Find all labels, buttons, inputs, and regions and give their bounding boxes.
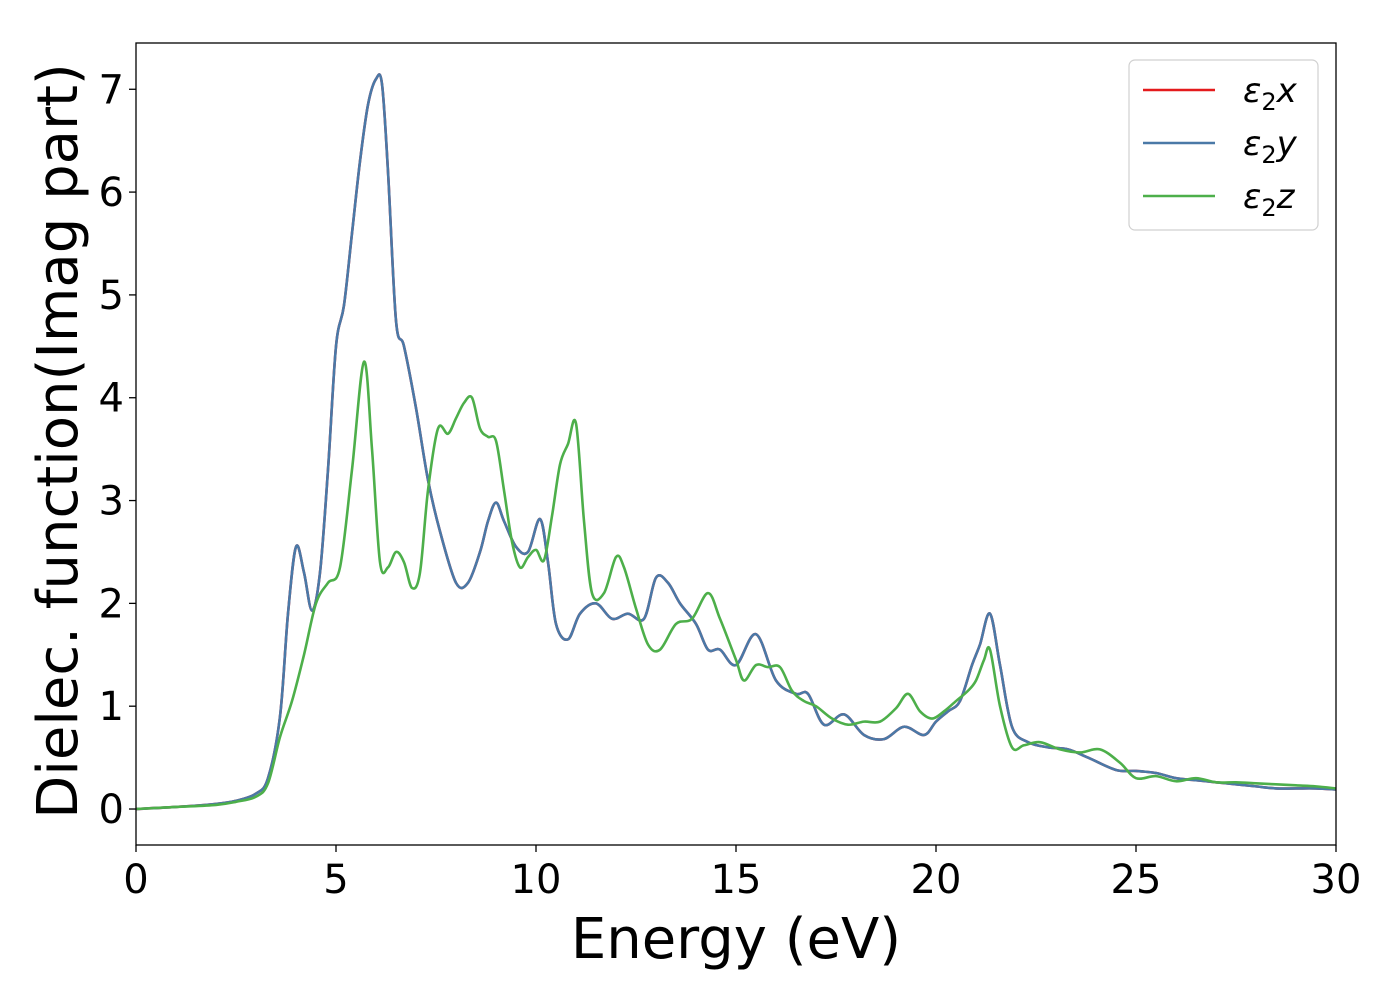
y-tick-label: 3 bbox=[99, 479, 124, 525]
legend-box bbox=[1128, 59, 1319, 231]
x-tick-label: 20 bbox=[911, 857, 962, 903]
x-tick-label: 30 bbox=[1311, 857, 1362, 903]
x-tick-label: 0 bbox=[123, 857, 148, 903]
x-tick-label: 25 bbox=[1111, 857, 1162, 903]
x-tick-label: 10 bbox=[511, 857, 562, 903]
y-tick-label: 0 bbox=[99, 787, 124, 833]
legend-label-y: ε2y bbox=[1243, 124, 1298, 169]
legend: ε2x ε2y ε2z bbox=[1128, 59, 1319, 231]
y-tick-label: 1 bbox=[99, 684, 124, 730]
ticks-layer: 0 5 10 15 20 25 30 0 1 2 3 4 5 6 7 bbox=[99, 67, 1362, 903]
y-tick-label: 5 bbox=[99, 273, 124, 319]
legend-label-x: ε2x bbox=[1243, 71, 1298, 116]
x-axis-title: Energy (eV) bbox=[571, 907, 901, 972]
y-tick-label: 2 bbox=[99, 581, 124, 627]
legend-label-z: ε2z bbox=[1243, 177, 1296, 222]
x-tick-label: 15 bbox=[711, 857, 762, 903]
series-line-z bbox=[136, 360, 1336, 811]
y-tick-label: 6 bbox=[99, 170, 124, 216]
x-tick-label: 5 bbox=[323, 857, 348, 903]
series-layer bbox=[136, 73, 1336, 811]
series-line-y bbox=[136, 73, 1336, 811]
y-axis-title: Dielec. function(Imag part) bbox=[26, 63, 91, 819]
y-tick-label: 7 bbox=[99, 67, 124, 113]
y-tick-label: 4 bbox=[99, 376, 124, 422]
